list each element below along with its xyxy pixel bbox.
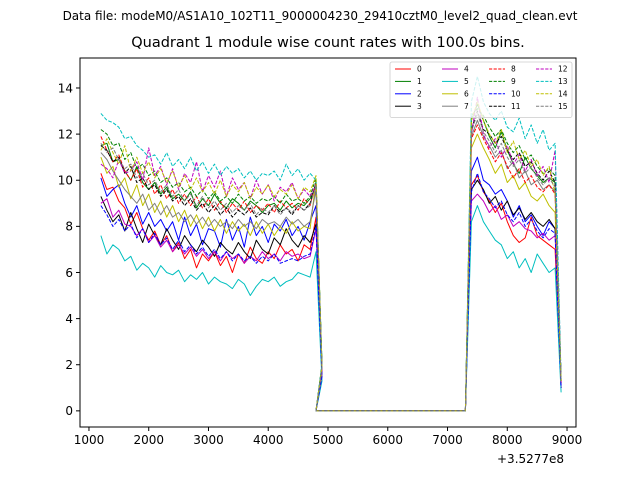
legend-label: 8 <box>511 65 516 74</box>
legend-label: 0 <box>417 65 422 74</box>
series-line-3 <box>100 179 562 412</box>
y-tick-label: 10 <box>58 174 73 188</box>
series-line-12 <box>100 96 562 412</box>
series-line-9 <box>100 108 562 412</box>
x-tick-label: 7000 <box>432 433 463 447</box>
legend-label: 12 <box>558 65 568 74</box>
legend-frame <box>389 61 573 118</box>
x-tick-label: 4000 <box>253 433 284 447</box>
legend-label: 4 <box>464 65 469 74</box>
x-tick-label: 9000 <box>552 433 583 447</box>
x-tick-label: 8000 <box>492 433 523 447</box>
x-tick-label: 3000 <box>193 433 224 447</box>
x-tick-label: 6000 <box>372 433 403 447</box>
y-tick-label: 14 <box>58 81 73 95</box>
legend-label: 6 <box>464 89 469 98</box>
chart-title: Quadrant 1 module wise count rates with … <box>131 35 525 51</box>
legend-label: 1 <box>417 77 422 86</box>
y-tick-label: 12 <box>58 127 73 141</box>
series-line-11 <box>100 110 562 412</box>
legend-label: 10 <box>511 89 521 98</box>
legend-label: 9 <box>511 77 516 86</box>
figure-suptitle: Data file: modeM0/AS1A10_102T11_90000042… <box>62 9 578 23</box>
x-tick-label: 1000 <box>74 433 105 447</box>
y-tick-label: 2 <box>65 358 73 372</box>
series-line-14 <box>100 101 562 412</box>
legend-label: 7 <box>464 102 469 111</box>
series-line-5 <box>100 205 562 412</box>
series-line-8 <box>100 124 562 412</box>
y-tick-label: 0 <box>65 404 73 418</box>
y-tick-label: 6 <box>65 266 73 280</box>
legend-label: 13 <box>558 77 568 86</box>
legend-label: 5 <box>464 77 469 86</box>
x-axis-offset-label: +3.5277e8 <box>497 452 565 466</box>
legend-label: 15 <box>558 102 568 111</box>
y-axis: 0 2 4 6 8 10 12 14 <box>58 81 80 418</box>
series-line-7 <box>100 119 562 412</box>
y-tick-label: 8 <box>65 220 73 234</box>
x-tick-label: 5000 <box>313 433 344 447</box>
legend-label: 14 <box>558 89 568 98</box>
series-line-15 <box>100 112 562 412</box>
x-tick-label: 2000 <box>133 433 164 447</box>
legend-label: 2 <box>417 89 422 98</box>
legend-label: 3 <box>417 102 422 111</box>
x-axis: 1000 2000 3000 4000 5000 6000 7000 8000 9000 <box>74 427 583 447</box>
legend-label: 11 <box>511 102 521 111</box>
series-lines <box>100 75 562 412</box>
y-tick-label: 4 <box>65 312 73 326</box>
